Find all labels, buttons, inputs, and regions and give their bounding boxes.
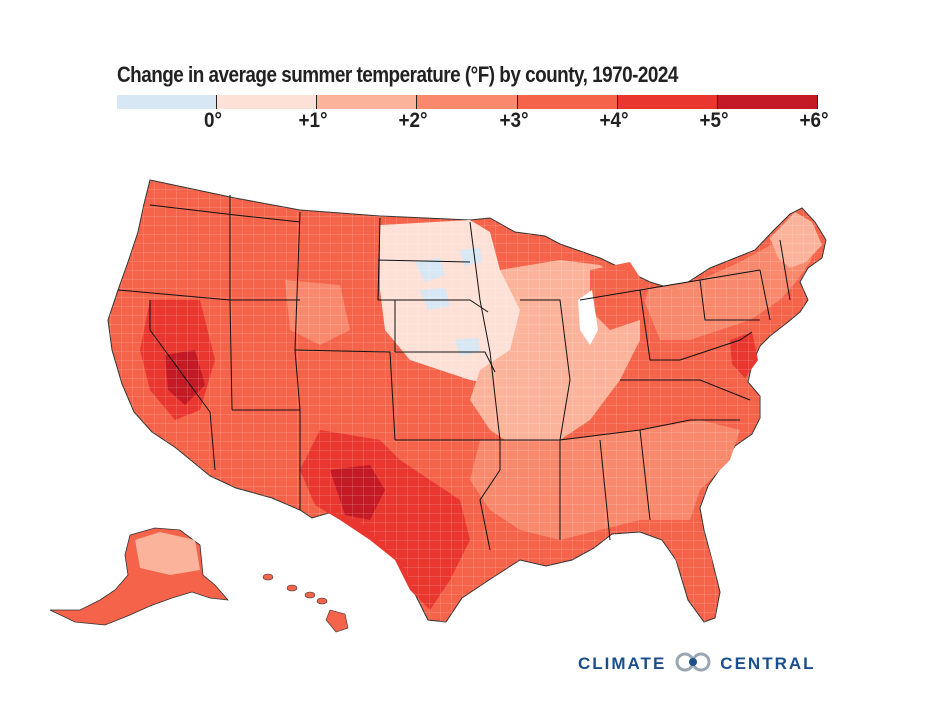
- color-legend: [117, 95, 818, 109]
- legend-bin-1: [217, 95, 318, 109]
- contiguous-us-map: [107, 179, 827, 623]
- legend-tick-mark: [617, 95, 618, 109]
- climate-central-logo: CLIMATE CENTRAL: [578, 652, 816, 676]
- legend-bin-3: [417, 95, 518, 109]
- legend-tick-label: +2°: [398, 109, 428, 132]
- legend-tick-label: +6°: [799, 109, 829, 132]
- legend-ticks: 0° +1° +2° +3° +4° +5° +6°: [117, 95, 829, 145]
- legend-bin-6: [717, 95, 818, 109]
- legend-tick-mark: [817, 95, 818, 109]
- logo-right-word: CENTRAL: [720, 654, 816, 673]
- legend-tick-mark: [316, 95, 317, 109]
- legend-tick-label: +5°: [699, 109, 729, 132]
- legend-tick-mark: [216, 95, 217, 109]
- legend-tick-mark: [717, 95, 718, 109]
- state-borders: [117, 195, 791, 551]
- county-grid-overlay: [108, 180, 826, 622]
- alaska-north-light: [135, 532, 200, 575]
- legend-bin-0: [117, 95, 218, 109]
- legend-bin-2: [317, 95, 418, 109]
- legend-tick-label: +1°: [298, 109, 328, 132]
- legend-bin-5: [617, 95, 718, 109]
- chart-title: Change in average summer temperature (°F…: [117, 62, 678, 87]
- legend-tick-label: +3°: [499, 109, 529, 132]
- legend-tick-mark: [517, 95, 518, 109]
- legend-tick-label: 0°: [203, 109, 223, 132]
- two-interlocking-rings-icon: [674, 652, 712, 677]
- logo-left-word: CLIMATE: [578, 654, 667, 673]
- hawaii-map: [262, 573, 349, 633]
- legend-bin-4: [517, 95, 618, 109]
- legend-tick-mark: [416, 95, 417, 109]
- legend-tick-label: +4°: [599, 109, 629, 132]
